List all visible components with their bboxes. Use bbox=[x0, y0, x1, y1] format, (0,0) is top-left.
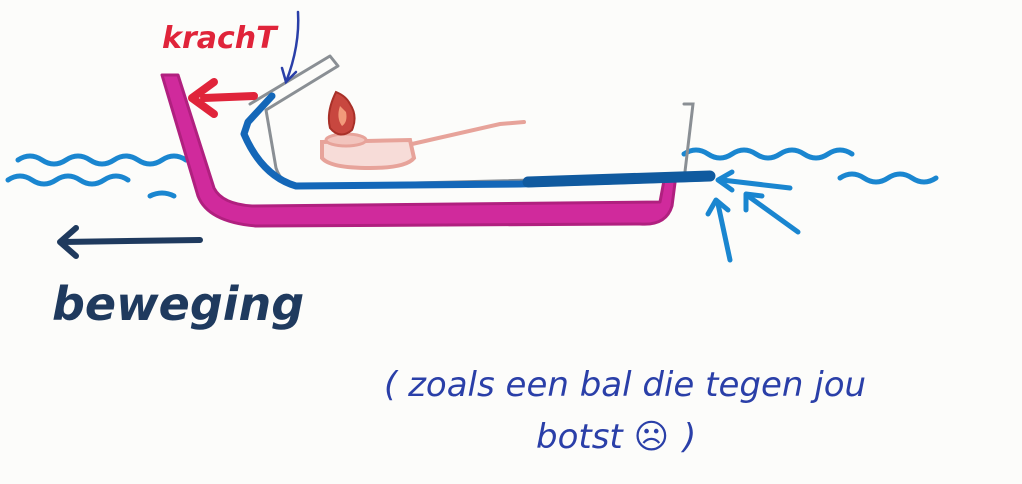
candle-flame-core bbox=[338, 106, 347, 126]
jet-arrow-3 bbox=[715, 201, 733, 263]
jet-arrow-2 bbox=[745, 193, 801, 235]
force-arrow-shaft bbox=[200, 92, 258, 102]
motion-arrow-shaft bbox=[59, 237, 203, 245]
pipe-outline bbox=[248, 54, 692, 188]
force-arrow bbox=[188, 78, 258, 118]
water-jet-arrows bbox=[705, 169, 801, 263]
boat-stern-post bbox=[682, 102, 695, 182]
force-label: krachT bbox=[162, 21, 279, 56]
wave-left-3 bbox=[147, 190, 177, 199]
boat-hull bbox=[160, 73, 678, 228]
jet-arrow-3-head bbox=[705, 197, 731, 217]
pipe-exit bbox=[522, 170, 716, 188]
label-pointer-head bbox=[280, 66, 298, 85]
candle bbox=[320, 90, 526, 171]
water-left bbox=[5, 153, 189, 199]
wave-left-2 bbox=[5, 173, 131, 187]
note-line-1: ( zoals een bal die tegen jou bbox=[384, 365, 866, 405]
jet-arrow-2-head bbox=[743, 191, 765, 213]
force-arrow-head bbox=[188, 78, 218, 118]
label-pointer bbox=[280, 10, 300, 85]
jet-arrow-1 bbox=[719, 177, 793, 191]
wave-right-2 bbox=[837, 171, 939, 185]
water-right bbox=[681, 147, 939, 185]
motion-arrow bbox=[57, 225, 203, 259]
wave-left-1 bbox=[15, 153, 189, 167]
candle-top bbox=[324, 132, 368, 148]
jet-arrow-1-head bbox=[715, 169, 735, 193]
candle-handle bbox=[410, 120, 526, 146]
wave-right-1 bbox=[681, 147, 855, 161]
pipe bbox=[240, 92, 708, 190]
motion-arrow-head bbox=[57, 225, 79, 259]
surprised-face-icon: ☹ bbox=[634, 417, 669, 457]
note-close-paren: ) bbox=[680, 417, 696, 457]
label-pointer-line bbox=[284, 10, 300, 84]
note-line-2-text: botst bbox=[536, 417, 634, 457]
motion-label: beweging bbox=[52, 277, 304, 331]
note-line-2: botst ☹) bbox=[536, 417, 696, 457]
